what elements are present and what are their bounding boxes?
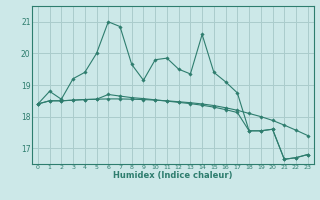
X-axis label: Humidex (Indice chaleur): Humidex (Indice chaleur) — [113, 171, 233, 180]
